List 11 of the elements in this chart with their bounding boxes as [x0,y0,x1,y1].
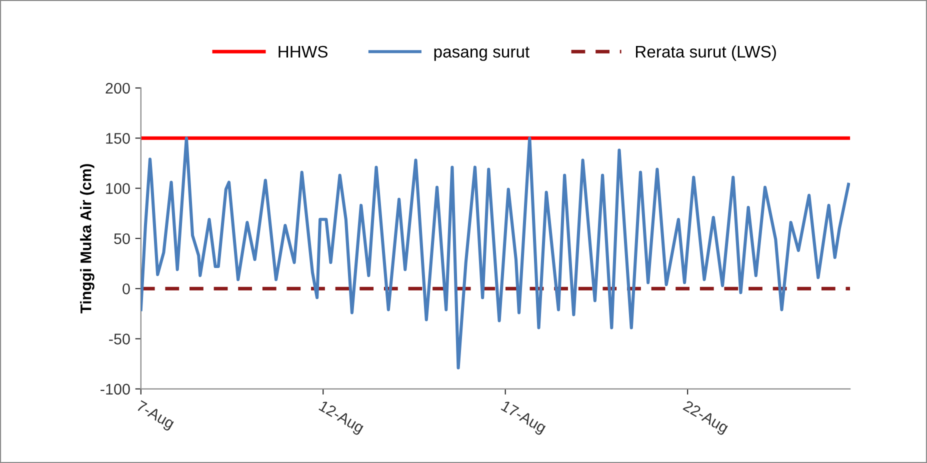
legend-label: pasang surut [434,46,530,61]
y-tick-label: -50 [109,334,130,344]
y-tick-label: 0 [122,283,130,294]
y-tick-label: 200 [106,82,130,94]
y-tick-label: -100 [100,384,130,395]
y-tick-label: 100 [106,183,130,194]
y-tick-label: 150 [106,132,130,144]
legend-label: HHWS [278,46,328,58]
y-axis-title: Tinggi Muka Air (cm) [80,164,94,314]
y-tick-label: 50 [114,233,130,244]
legend-label: Rerata surut (LWS) [636,45,776,61]
